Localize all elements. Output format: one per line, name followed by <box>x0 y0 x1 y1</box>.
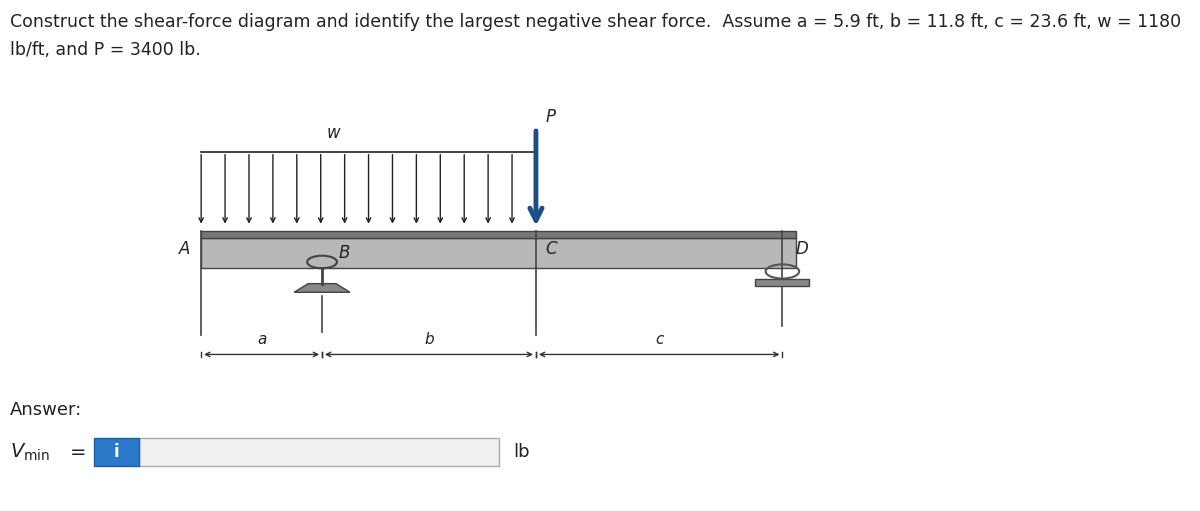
Text: Answer:: Answer: <box>10 401 82 419</box>
Bar <box>756 280 809 286</box>
Text: B: B <box>338 244 350 262</box>
Polygon shape <box>294 284 350 292</box>
Text: b: b <box>424 332 434 347</box>
Text: =: = <box>70 443 86 462</box>
Text: i: i <box>114 443 119 461</box>
Text: Construct the shear-force diagram and identify the largest negative shear force.: Construct the shear-force diagram and id… <box>10 13 1181 31</box>
Text: D: D <box>796 240 808 258</box>
Text: C: C <box>545 240 557 258</box>
Text: $\mathit{V}_{\mathrm{min}}$: $\mathit{V}_{\mathrm{min}}$ <box>10 442 49 463</box>
Text: w: w <box>326 124 341 142</box>
Text: lb: lb <box>514 443 530 461</box>
Bar <box>202 238 797 268</box>
Text: lb/ft, and P = 3400 lb.: lb/ft, and P = 3400 lb. <box>10 41 200 59</box>
Text: c: c <box>655 332 664 347</box>
Bar <box>202 230 797 238</box>
Text: a: a <box>257 332 266 347</box>
Text: A: A <box>179 240 190 258</box>
Text: P: P <box>545 108 556 126</box>
